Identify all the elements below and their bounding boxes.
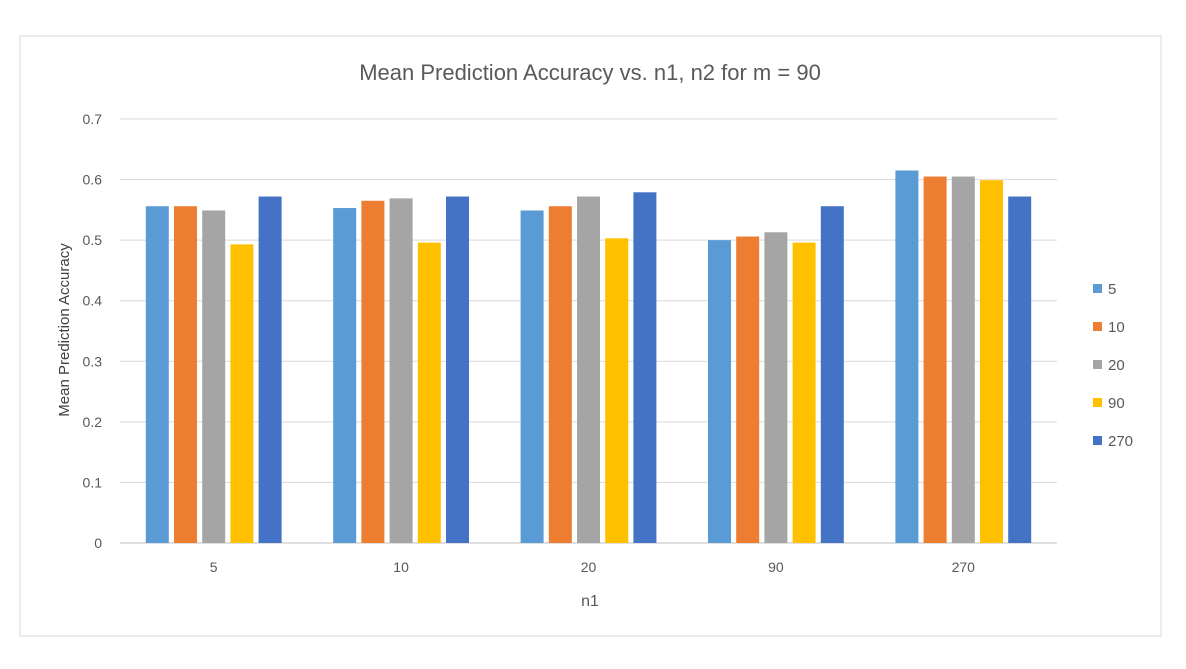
legend-swatch-270 xyxy=(1093,436,1102,445)
x-axis-label: n1 xyxy=(581,593,599,610)
bars xyxy=(145,170,1032,544)
bar-20-at-20 xyxy=(577,196,600,543)
legend-label: 20 xyxy=(1108,357,1125,374)
y-axis-ticks: 0 0.1 0.2 0.3 0.4 0.5 0.6 0.7 xyxy=(83,111,103,551)
bar-90-at-5 xyxy=(230,244,254,543)
y-tick-label: 0 xyxy=(94,535,102,551)
legend-label: 10 xyxy=(1108,319,1125,336)
bar-10-at-10 xyxy=(361,200,385,543)
y-tick-label: 0.4 xyxy=(83,293,103,309)
bar-10-at-270 xyxy=(923,176,947,544)
bar-5-at-5 xyxy=(145,206,169,544)
bar-90-at-90 xyxy=(792,242,816,543)
y-tick-label: 0.3 xyxy=(83,353,103,369)
bar-5-at-20 xyxy=(520,210,544,543)
legend-swatch-90 xyxy=(1093,398,1102,407)
chart-title: Mean Prediction Accuracy vs. n1, n2 for … xyxy=(359,60,821,85)
bar-90-at-270 xyxy=(980,180,1003,544)
bar-270-at-270 xyxy=(1008,196,1032,543)
x-axis-ticks: 5 10 20 90 270 xyxy=(210,559,975,575)
bar-270-at-5 xyxy=(258,196,282,543)
x-tick-label: 270 xyxy=(952,559,976,575)
x-tick-label: 90 xyxy=(768,559,784,575)
y-tick-label: 0.6 xyxy=(83,172,103,188)
bar-5-at-10 xyxy=(333,208,357,544)
bar-20-at-5 xyxy=(202,210,226,543)
y-axis-label: Mean Prediction Accuracy xyxy=(56,243,73,417)
x-tick-label: 20 xyxy=(581,559,597,575)
legend-label: 5 xyxy=(1108,281,1116,298)
bar-10-at-90 xyxy=(736,236,760,543)
bar-90-at-20 xyxy=(605,238,629,543)
legend-label: 270 xyxy=(1108,433,1133,450)
bar-10-at-20 xyxy=(548,206,572,544)
legend-swatch-20 xyxy=(1093,360,1102,369)
y-tick-label: 0.1 xyxy=(83,474,103,490)
bar-20-at-270 xyxy=(951,176,975,544)
y-tick-label: 0.7 xyxy=(83,111,103,127)
x-tick-label: 10 xyxy=(393,559,409,575)
legend: 5 10 20 90 270 xyxy=(1093,281,1133,450)
bar-270-at-20 xyxy=(633,192,657,543)
bar-10-at-5 xyxy=(174,206,197,544)
legend-swatch-10 xyxy=(1093,322,1102,331)
bar-90-at-10 xyxy=(417,242,441,543)
bar-5-at-90 xyxy=(708,240,731,543)
bar-20-at-90 xyxy=(764,232,788,544)
y-tick-label: 0.5 xyxy=(83,232,103,248)
legend-swatch-5 xyxy=(1093,284,1102,293)
bar-5-at-270 xyxy=(895,170,919,543)
y-tick-label: 0.2 xyxy=(83,414,103,430)
bar-20-at-10 xyxy=(389,198,413,543)
bar-270-at-90 xyxy=(820,206,844,544)
x-tick-label: 5 xyxy=(210,559,218,575)
bar-270-at-10 xyxy=(446,196,469,543)
legend-label: 90 xyxy=(1108,395,1125,412)
